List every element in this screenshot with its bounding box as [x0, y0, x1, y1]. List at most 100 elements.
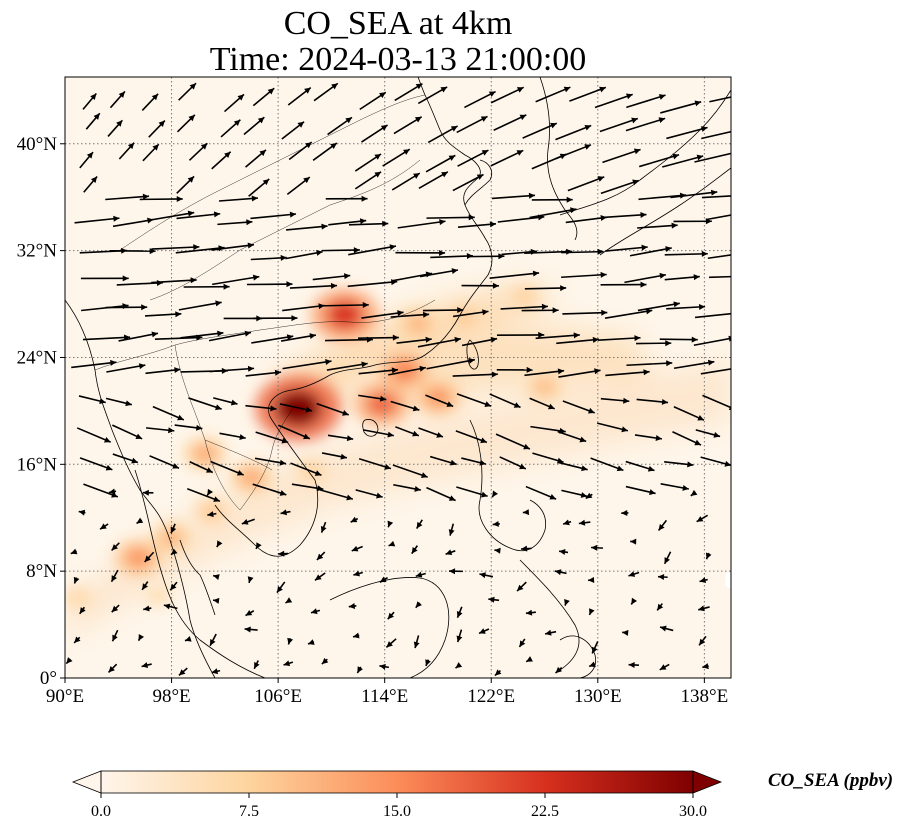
- wind-arrow-head: [559, 549, 566, 555]
- wind-arrow-head: [247, 576, 254, 583]
- wind-arrow-head: [480, 437, 487, 444]
- wind-arrow-shaft: [597, 336, 641, 341]
- wind-arrow-head: [699, 638, 706, 646]
- wind-arrow-head: [178, 669, 186, 676]
- wind-arrow-head: [641, 244, 648, 251]
- wind-arrow-head: [78, 509, 86, 516]
- wind-arrow-head: [247, 242, 254, 249]
- y-tick-label: 8°N: [26, 561, 57, 582]
- wind-arrow-head: [702, 663, 709, 670]
- wind-arrow-shaft: [700, 368, 731, 375]
- wind-arrow-head: [138, 633, 145, 641]
- wind-arrow-head: [448, 529, 455, 536]
- wind-arrow-head: [316, 553, 324, 560]
- wind-arrow-shaft: [348, 245, 397, 256]
- wind-arrow-head: [580, 492, 588, 498]
- wind-arrow-shaft: [492, 194, 536, 200]
- wind-arrow-head: [481, 150, 489, 156]
- wind-arrow-head: [376, 492, 383, 499]
- wind-arrow-head: [380, 125, 388, 131]
- wind-arrow-shaft: [208, 331, 252, 342]
- wind-arrow-shaft: [286, 225, 328, 231]
- wind-arrow-head: [100, 523, 107, 530]
- wind-arrow-head: [658, 117, 666, 124]
- wind-arrow-head: [340, 453, 347, 460]
- wind-arrow-head: [246, 219, 253, 226]
- wind-arrow-shaft: [325, 338, 373, 342]
- wind-arrow-shaft: [495, 433, 531, 450]
- wind-arrow-head: [616, 465, 624, 472]
- wind-arrow-head: [591, 544, 598, 551]
- wind-arrow-head: [450, 459, 457, 466]
- wind-arrow-head: [519, 114, 527, 121]
- wind-arrow-head: [589, 608, 595, 615]
- wind-arrow-head: [281, 437, 289, 444]
- wind-arrow-shaft: [321, 249, 360, 252]
- wind-arrow-shaft: [176, 212, 221, 220]
- wind-arrow-head: [691, 336, 698, 343]
- wind-arrow-head: [696, 154, 704, 161]
- wind-arrow-head: [415, 83, 423, 90]
- wind-arrow-head: [215, 404, 222, 411]
- wind-arrow-head: [632, 179, 639, 186]
- wind-arrow-head: [413, 173, 420, 179]
- wind-arrow-head: [311, 608, 318, 615]
- wind-arrow-head: [321, 223, 328, 230]
- wind-arrow-shaft: [524, 287, 567, 290]
- wind-arrow-head: [600, 271, 607, 278]
- wind-arrow-head: [450, 126, 458, 132]
- wind-arrow-head: [110, 359, 117, 366]
- wind-arrow-head: [454, 336, 461, 343]
- colorbar-ticks: 0.0 7.5 15.0 22.5 30.0: [91, 793, 707, 820]
- wind-arrow-head: [414, 116, 422, 123]
- wind-arrow-shaft: [637, 224, 678, 229]
- wind-arrow-shaft: [289, 284, 338, 289]
- wind-arrow-shaft: [218, 197, 258, 202]
- wind-arrow-head: [297, 121, 305, 128]
- wind-arrow-head: [422, 311, 430, 318]
- wind-arrow-head: [316, 249, 323, 256]
- wind-arrow-head: [436, 432, 443, 438]
- wind-arrow-head: [699, 577, 707, 584]
- wind-arrow-head: [93, 113, 100, 120]
- wind-arrow-head: [516, 150, 524, 156]
- colorbar-label: CO_SEA (ppbv): [768, 770, 894, 791]
- wind-arrow-head: [213, 496, 220, 502]
- wind-arrow-head: [526, 366, 533, 373]
- wind-arrow-shaft: [326, 362, 368, 371]
- wind-arrow-shaft: [602, 148, 641, 164]
- wind-arrow-head: [176, 196, 183, 203]
- wind-arrow-head: [517, 584, 524, 592]
- wind-arrow-shaft: [358, 336, 399, 340]
- wind-arrow-head: [135, 433, 143, 440]
- wind-arrow-head: [241, 518, 249, 525]
- wind-arrow-head: [303, 177, 310, 184]
- wind-arrow-shaft: [312, 274, 351, 281]
- wind-arrow-head: [259, 149, 266, 157]
- wind-arrow-head: [519, 463, 526, 470]
- wind-arrow-head: [105, 464, 113, 471]
- wind-arrow-head: [391, 367, 399, 374]
- wind-arrow-head: [187, 210, 195, 217]
- wind-arrow-head: [631, 597, 638, 605]
- wind-arrow-head: [519, 640, 526, 647]
- wind-arrow-head: [701, 250, 708, 257]
- wind-arrow-head: [621, 509, 628, 516]
- wind-arrow-head: [362, 301, 369, 308]
- wind-arrow-head: [578, 519, 586, 526]
- wind-arrow-shaft: [602, 213, 647, 219]
- wind-arrow-head: [112, 634, 118, 642]
- wind-arrow-shaft: [417, 337, 462, 348]
- wind-arrow-shaft: [285, 250, 323, 260]
- wind-arrow-shaft: [497, 215, 545, 223]
- wind-arrow-head: [316, 485, 324, 492]
- wind-arrow-head: [86, 152, 94, 159]
- wind-arrow-head: [640, 281, 647, 288]
- wind-arrow-head: [414, 485, 421, 492]
- wind-arrow-head: [672, 153, 680, 160]
- wind-arrow-head: [131, 457, 138, 464]
- wind-arrow-head: [660, 625, 667, 632]
- wind-arrow-head: [597, 176, 605, 182]
- wind-arrow-head: [573, 332, 580, 339]
- wind-arrow-head: [630, 538, 637, 545]
